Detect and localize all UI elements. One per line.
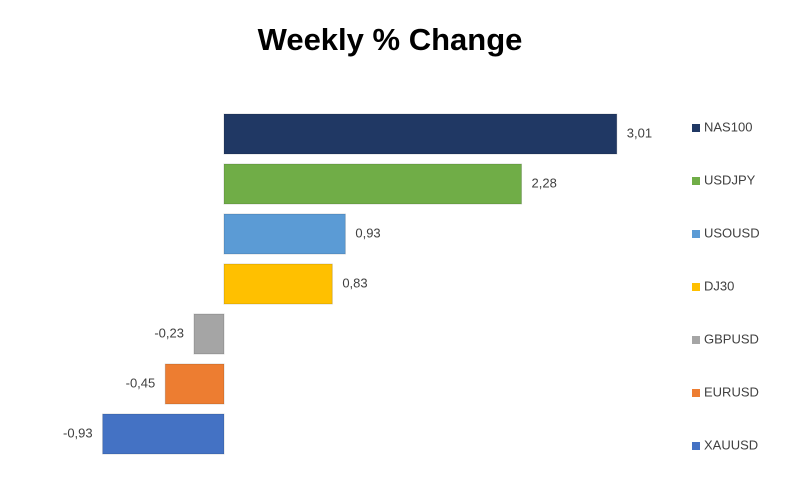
legend-label: XAUUSD <box>704 437 758 452</box>
legend-label: USDJPY <box>704 172 756 187</box>
data-label: 0,83 <box>342 275 367 290</box>
bar <box>223 113 618 155</box>
legend-label: EURUSD <box>704 384 759 399</box>
legend-swatch <box>692 177 700 185</box>
legend-label: NAS100 <box>704 119 752 134</box>
legend-label: DJ30 <box>704 278 734 293</box>
data-label: 3,01 <box>627 125 652 140</box>
bar <box>102 413 225 455</box>
legend-swatch <box>692 124 700 132</box>
bar <box>193 313 225 355</box>
legend-swatch <box>692 336 700 344</box>
legend-swatch <box>692 230 700 238</box>
data-label: -0,93 <box>63 425 93 440</box>
legend-swatch <box>692 283 700 291</box>
data-label: 2,28 <box>532 175 557 190</box>
legend-swatch <box>692 389 700 397</box>
legend-label: USOUSD <box>704 225 760 240</box>
bar <box>223 263 333 305</box>
legend-swatch <box>692 442 700 450</box>
bar <box>223 163 523 205</box>
data-label: -0,23 <box>154 325 184 340</box>
bar <box>164 363 225 405</box>
data-label: -0,45 <box>126 375 156 390</box>
bar <box>223 213 346 255</box>
chart-title: Weekly % Change <box>258 22 523 57</box>
data-label: 0,93 <box>355 225 380 240</box>
legend-label: GBPUSD <box>704 331 759 346</box>
